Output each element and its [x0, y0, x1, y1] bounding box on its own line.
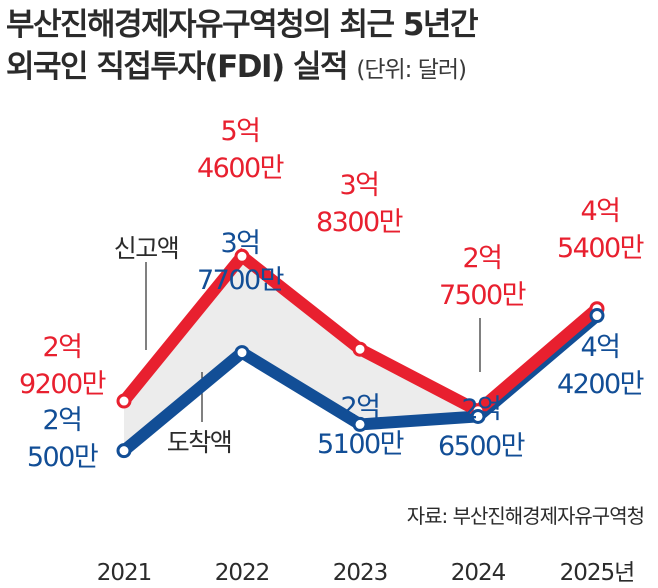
- point-dochak-2021: [116, 443, 132, 459]
- title-line-2: 외국인 직접투자(FDI) 실적 (단위: 달러): [6, 46, 656, 91]
- x-tick-2022: 2022: [215, 560, 270, 586]
- series-name-dochak: 도착액: [167, 428, 232, 457]
- label-dochak-2024-man: 6500만: [438, 431, 525, 462]
- label-signgo-2021-man: 9200만: [19, 369, 106, 400]
- x-tick-2023: 2023: [333, 560, 388, 586]
- data-points: [116, 248, 605, 459]
- label-signgo-2023-eok: 3억: [339, 170, 378, 201]
- label-dochak-2025년-man: 4200만: [557, 369, 644, 400]
- point-dochak-2025년: [589, 308, 605, 324]
- unit-label: (단위: 달러): [356, 57, 467, 83]
- label-dochak-2025년-eok: 4억: [580, 332, 619, 363]
- point-signgo-2022: [234, 248, 250, 264]
- label-dochak-2024-eok: 2억: [461, 394, 500, 425]
- point-signgo-2023: [352, 341, 368, 357]
- data-labels: 2억 9200만 5억 4600만 3억 8300만 2억 7500만 4억 5400만 2억 500…: [19, 116, 645, 473]
- label-dochak-2021-eok: 2억: [42, 405, 81, 436]
- label-dochak-2023-man: 5100만: [317, 429, 404, 460]
- x-tick-2024: 2024: [451, 560, 506, 586]
- x-axis-ticks: 2021 2022 2023 2024 2025년: [97, 560, 636, 586]
- title-line-2-text: 외국인 직접투자(FDI) 실적: [6, 49, 349, 85]
- label-dochak-2021-man: 500만: [27, 442, 98, 473]
- label-signgo-2023-man: 8300만: [316, 207, 403, 238]
- label-signgo-2025년-man: 5400만: [557, 233, 644, 264]
- x-tick-2025년: 2025년: [560, 560, 635, 586]
- label-signgo-2024-man: 7500만: [439, 280, 526, 311]
- series-name-signgo: 신고액: [114, 234, 179, 263]
- label-signgo-2022-eok: 5억: [220, 116, 259, 147]
- label-signgo-2022-man: 4600만: [197, 153, 284, 184]
- point-signgo-2021: [116, 393, 132, 409]
- point-dochak-2022: [234, 345, 250, 361]
- chart-title: 부산진해경제자유구역청의 최근 5년간 외국인 직접투자(FDI) 실적 (단위…: [6, 4, 656, 91]
- label-dochak-2022-man: 7700만: [197, 265, 284, 296]
- point-dochak-2024: [470, 408, 486, 424]
- x-tick-2021: 2021: [97, 560, 152, 586]
- label-dochak-2023-eok: 2억: [340, 392, 379, 423]
- title-line-1: 부산진해경제자유구역청의 최근 5년간: [6, 7, 478, 43]
- label-signgo-2024-eok: 2억: [462, 243, 501, 274]
- label-dochak-2022-eok: 3억: [220, 228, 259, 259]
- source-note: 자료: 부산진해경제자유구역청: [407, 504, 644, 528]
- point-dochak-2023: [352, 416, 368, 432]
- label-signgo-2021-eok: 2억: [42, 332, 81, 363]
- label-signgo-2025년-eok: 4억: [580, 196, 619, 227]
